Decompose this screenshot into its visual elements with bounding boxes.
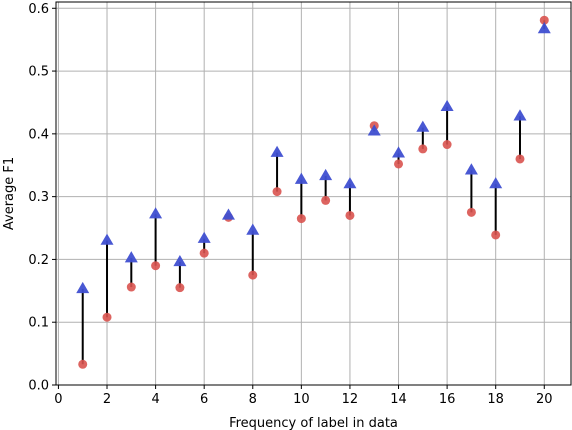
triangle-point	[537, 21, 551, 34]
circle-point	[175, 283, 185, 293]
x-tick-label: 12	[342, 392, 359, 407]
triangle-point	[270, 145, 284, 157]
x-tick-label: 0	[54, 392, 62, 407]
triangle-point	[124, 251, 138, 263]
circle-point	[151, 261, 161, 271]
x-axis-ticks: 0 2 4 6 8 10 12 14 16 18 20	[54, 385, 553, 407]
triangle-point	[319, 168, 333, 181]
circle-point	[199, 248, 209, 258]
circle-point	[248, 270, 258, 280]
x-tick-label: 6	[200, 392, 208, 407]
circle-point	[442, 140, 452, 150]
x-tick-label: 14	[390, 392, 407, 407]
circle-point	[78, 359, 88, 369]
circle-point	[466, 207, 476, 217]
triangle-point	[513, 109, 527, 121]
y-axis-ticks: 0.0 0.1 0.2 0.3 0.4 0.5 0.6	[28, 2, 56, 394]
circle-point	[345, 210, 355, 220]
circle-point	[321, 195, 331, 205]
plot-frame	[55, 1, 572, 386]
circle-point	[491, 230, 501, 240]
y-tick-label: 0.6	[28, 2, 49, 17]
y-axis-label: Average F1	[2, 157, 17, 230]
circle-point	[126, 282, 136, 292]
triangle-point	[100, 233, 114, 245]
triangle-point	[149, 207, 163, 219]
y-tick-label: 0.4	[28, 127, 49, 142]
triangle-point	[173, 254, 187, 267]
x-tick-label: 4	[151, 392, 159, 407]
y-tick-label: 0.0	[28, 379, 49, 394]
circle-point	[296, 214, 306, 224]
x-tick-label: 8	[249, 392, 257, 407]
x-tick-label: 18	[487, 392, 504, 407]
triangle-point	[246, 223, 260, 235]
circle-point	[394, 159, 404, 169]
triangle-point	[197, 231, 211, 243]
circle-series	[78, 15, 549, 369]
triangle-point	[343, 177, 357, 189]
triangle-point	[440, 99, 454, 112]
triangle-point	[367, 124, 381, 136]
triangle-point	[76, 281, 90, 294]
connector-lines	[81, 20, 546, 365]
x-axis-label: Frequency of label in data	[229, 416, 398, 430]
y-tick-label: 0.3	[28, 190, 49, 205]
x-tick-label: 20	[536, 392, 553, 407]
triangle-point	[294, 172, 308, 184]
grid-lines	[56, 2, 571, 386]
circle-point	[515, 154, 525, 164]
circle-point	[539, 15, 549, 25]
y-tick-label: 0.5	[28, 65, 49, 80]
triangle-point	[416, 120, 430, 132]
triangle-point	[221, 208, 235, 220]
circle-point	[272, 187, 282, 197]
circle-point	[102, 312, 112, 322]
x-tick-label: 16	[439, 392, 456, 407]
triangle-series	[76, 21, 551, 294]
x-tick-label: 2	[103, 392, 111, 407]
x-tick-label: 10	[293, 392, 310, 407]
triangle-point	[464, 163, 478, 175]
triangle-point	[489, 177, 503, 189]
circle-point	[418, 144, 428, 154]
y-tick-label: 0.1	[28, 316, 49, 331]
y-tick-label: 0.2	[28, 253, 49, 268]
triangle-point	[392, 146, 406, 158]
